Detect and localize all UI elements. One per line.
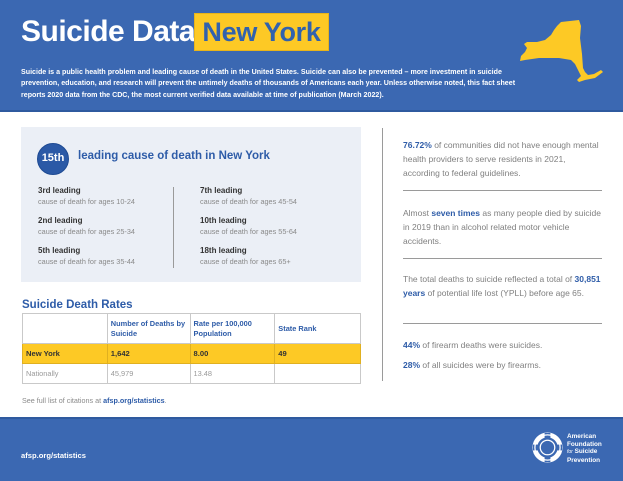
fact-text: as many people died by suicide in 2019 t… [403,208,601,246]
fact-item: 44% of firearm deaths were suicides. [403,338,603,352]
citation-prefix: See full list of citations at [22,396,104,405]
fact-text: of communities did not have enough menta… [403,140,599,178]
fact-divider [403,323,602,324]
rank-item-rank: 5th leading [38,246,81,255]
section-divider [382,128,383,381]
logo-line-suicide: Suicide [574,448,598,455]
logo-line: Foundation [567,440,602,448]
citation-link[interactable]: afsp.org/statistics [103,396,165,405]
fact-divider [403,190,602,191]
rank-item-desc: cause of death for ages 35-44 [38,257,135,266]
fact-item: 76.72% of communities did not have enoug… [403,138,603,180]
logo-line-for: for [567,449,573,455]
table-row-state: New York 1,642 8.00 49 [22,343,361,364]
column-header: Number of Deaths by Suicide [106,313,191,344]
rate-cell: 8.00 [189,343,276,364]
rank-item: 7th leading cause of death for ages 45-5… [200,185,350,215]
afsp-logo: American Foundation for Suicide Preventi… [532,432,620,464]
fact-text: Almost [403,208,432,218]
rank-item: 5th leading cause of death for ages 35-4… [38,245,188,275]
rank-cell [274,363,361,384]
column-header [22,313,108,344]
fact-text: of firearm deaths were suicides. [420,340,543,350]
rate-cell: 13.48 [189,363,276,384]
life-ring-icon [532,432,563,463]
row-label: New York [22,343,108,364]
fact-highlight: 28% [403,360,421,370]
fact-text: of potential life lost (YPLL) before age… [425,288,584,298]
fact-item: 28% of all suicides were by firearms. [403,358,603,372]
citation-note: See full list of citations at afsp.org/s… [22,396,167,405]
fact-highlight: 30,851 years [403,274,601,298]
column-divider [173,187,174,268]
rank-item-desc: cause of death for ages 25-34 [38,227,135,236]
rank-item: 18th leading cause of death for ages 65+ [200,245,350,275]
header-banner: Suicide Data: New York Suicide is a publ… [0,0,623,112]
rank-item-desc: cause of death for ages 45-54 [200,197,297,206]
rank-item-rank: 3rd leading [38,186,81,195]
logo-wordmark: American Foundation for Suicide Preventi… [567,433,622,464]
page-title: Suicide Data: [21,15,205,48]
deaths-cell: 1,642 [106,343,191,364]
fact-item: The total deaths to suicide reflected a … [403,272,603,300]
logo-line: for Suicide [567,448,622,457]
rank-item-desc: cause of death for ages 55-64 [200,227,297,236]
column-header: Rate per 100,000 Population [189,313,276,344]
rank-column-left: 3rd leading cause of death for ages 10-2… [38,185,188,275]
suicide-death-rates-table: Number of Deaths by Suicide Rate per 100… [22,313,361,384]
overall-rank-label: leading cause of death in New York [78,150,270,162]
state-name-badge: New York [194,13,329,51]
fact-highlight: 44% [403,340,421,350]
row-label: Nationally [22,363,108,384]
rank-item-rank: 2nd leading [38,216,83,225]
fact-highlight: seven times [431,208,481,218]
ranking-panel: 15th leading cause of death in New York … [21,127,361,282]
column-header: State Rank [274,313,361,344]
fact-text: The total deaths to suicide reflected a … [403,274,575,284]
rank-item-desc: cause of death for ages 10-24 [38,197,135,206]
rank-item-rank: 7th leading [200,186,243,195]
table-header-row: Number of Deaths by Suicide Rate per 100… [22,313,361,344]
table-row-national: Nationally 45,979 13.48 [22,363,361,384]
citation-suffix: . [164,396,167,405]
rank-item: 3rd leading cause of death for ages 10-2… [38,185,188,215]
rank-item-rank: 18th leading [200,246,247,255]
footer-url-link[interactable]: afsp.org/statistics [21,451,86,460]
fact-text: of all suicides were by firearms. [420,360,541,370]
footer-banner: afsp.org/statistics American Foundation … [0,417,623,481]
logo-line: American [567,433,597,440]
fact-item: Almost seven times as many people died b… [403,206,603,248]
intro-paragraph: Suicide is a public health problem and l… [21,68,516,99]
rank-item-desc: cause of death for ages 65+ [200,257,291,266]
rates-section-title: Suicide Death Rates [22,299,133,311]
overall-rank-badge: 15th [37,143,69,175]
logo-line: Prevention [567,456,601,464]
new-york-state-map-icon [520,20,603,82]
deaths-cell: 45,979 [106,363,191,384]
rank-item-rank: 10th leading [200,216,247,225]
rank-cell: 49 [274,343,361,364]
rank-item: 10th leading cause of death for ages 55-… [200,215,350,245]
fact-divider [403,258,602,259]
rank-item: 2nd leading cause of death for ages 25-3… [38,215,188,245]
fact-highlight: 76.72% [403,140,432,150]
rank-column-right: 7th leading cause of death for ages 45-5… [200,185,350,275]
